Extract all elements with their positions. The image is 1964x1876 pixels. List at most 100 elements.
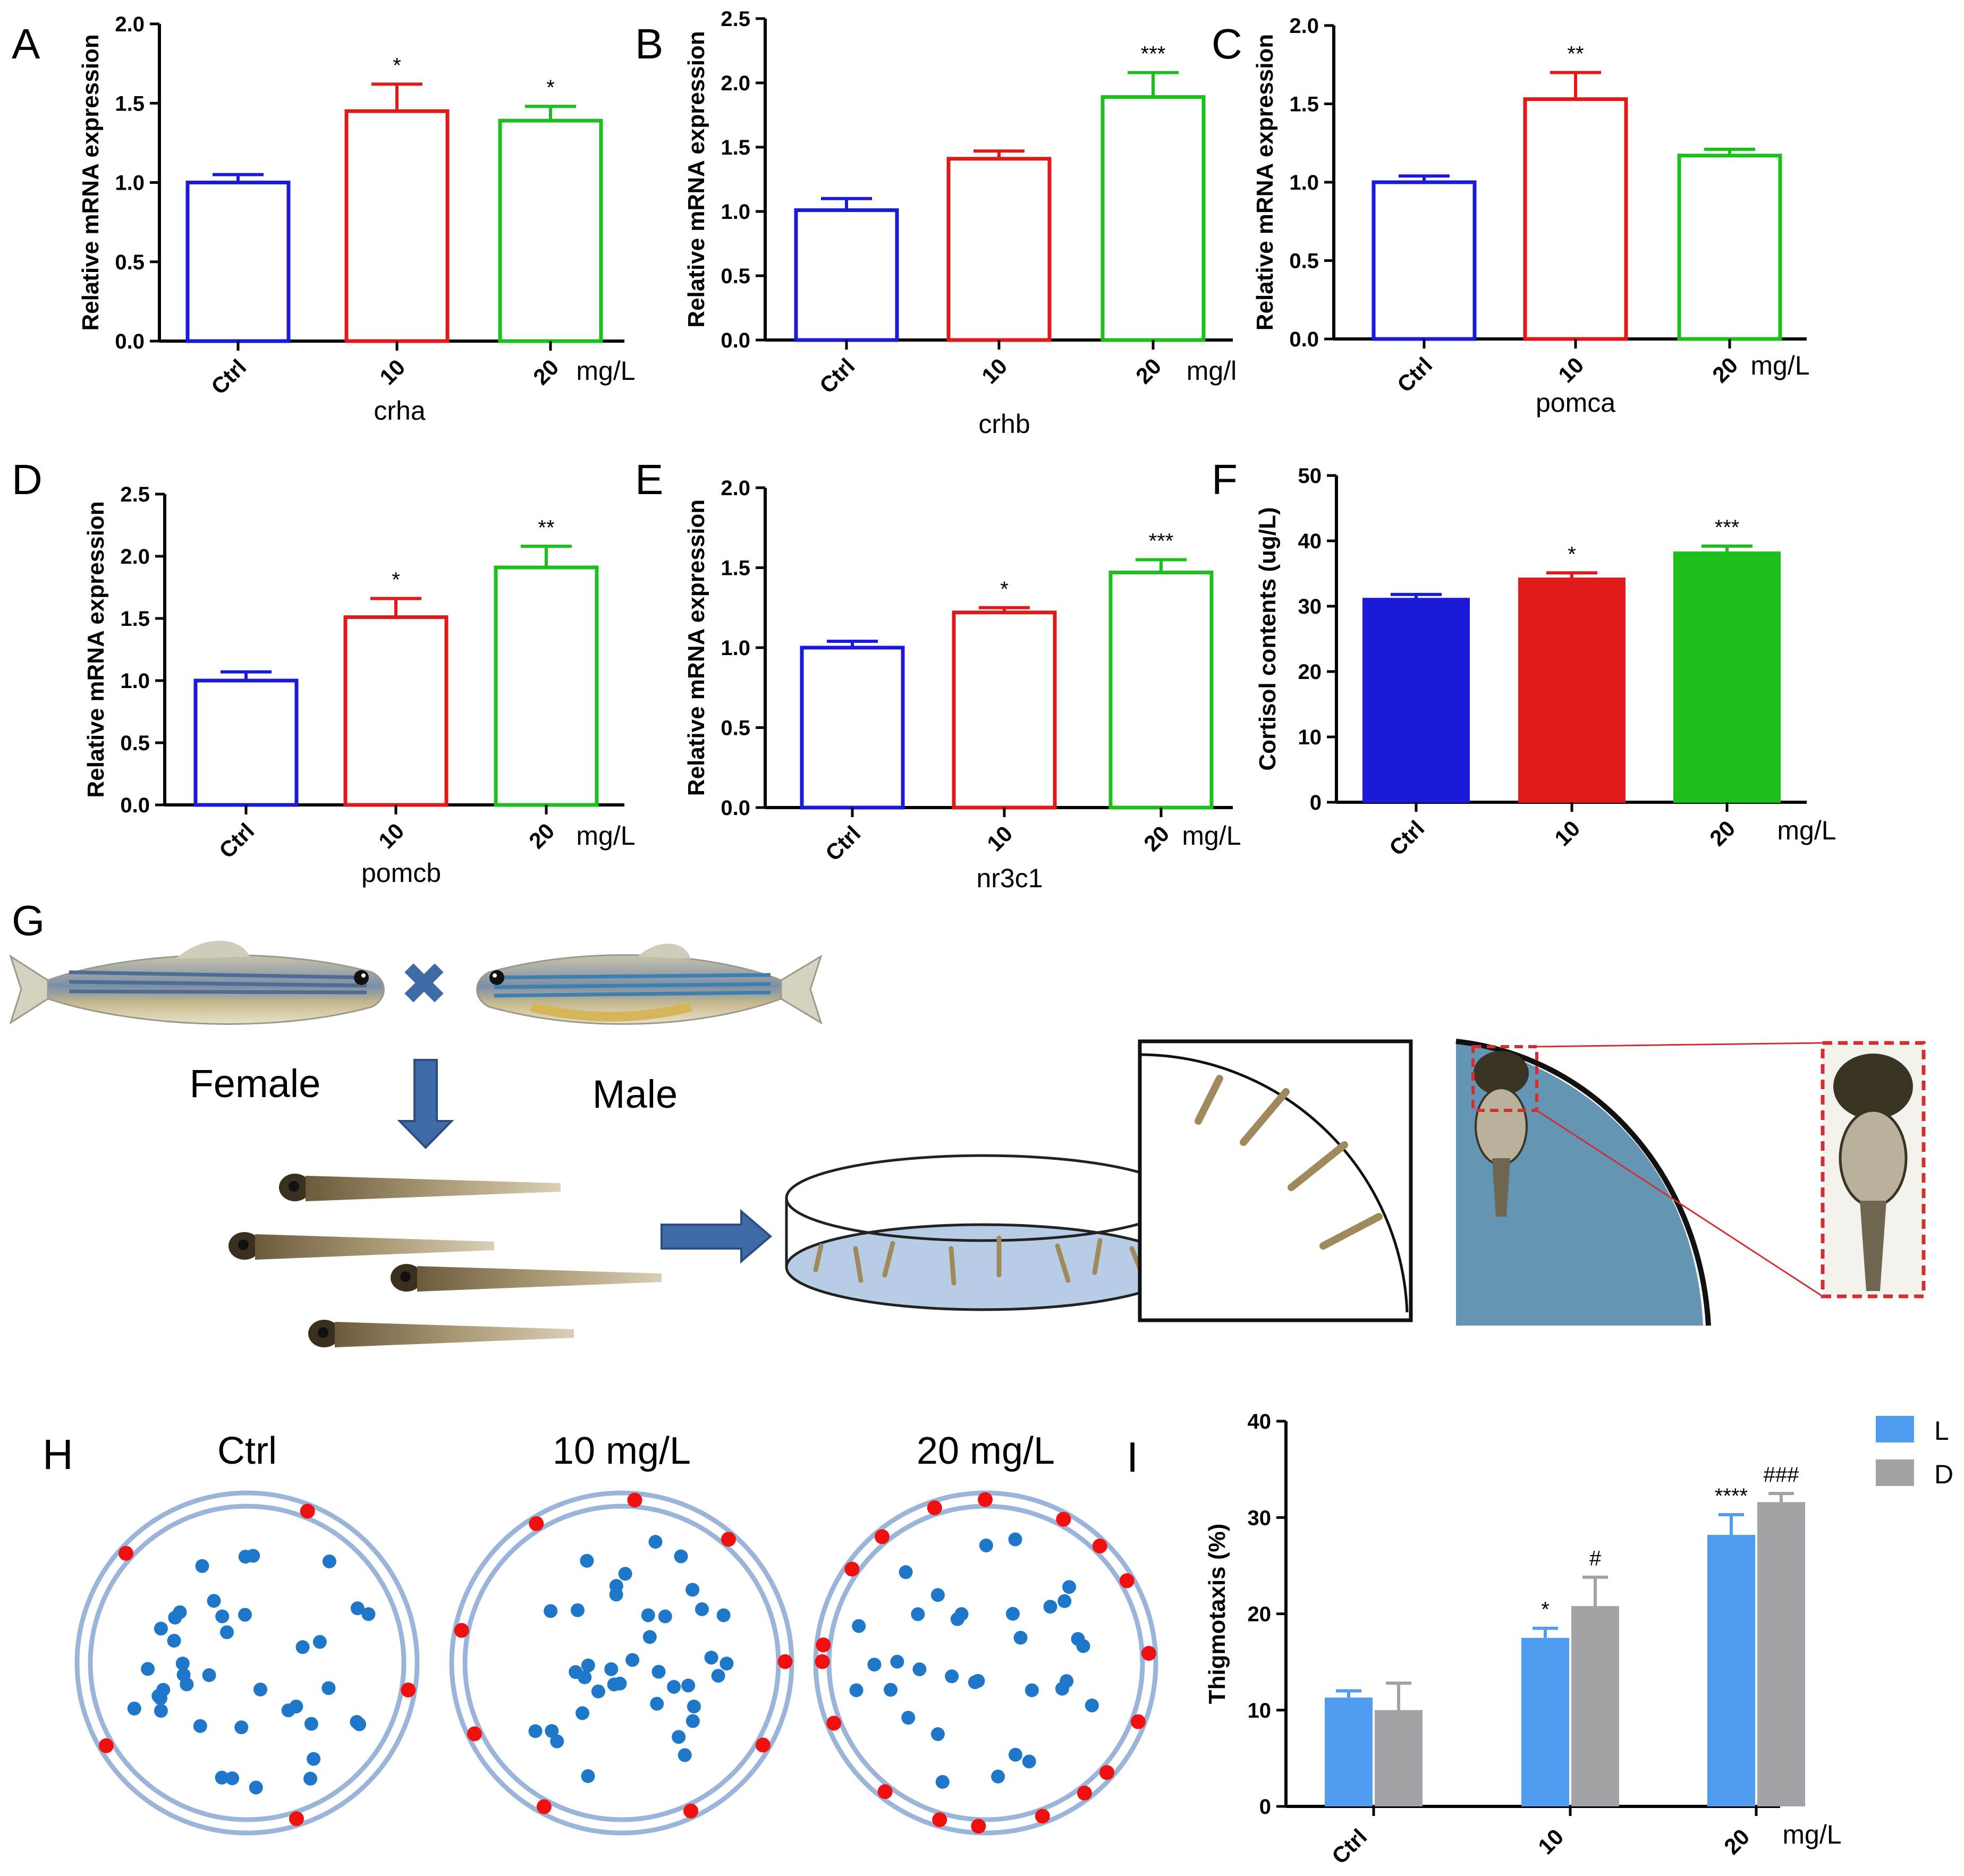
larva-position-center <box>648 1534 663 1549</box>
larva-position-edge <box>289 1811 304 1827</box>
y-tick-label: 2.0 <box>721 72 750 95</box>
panel-label-c: C <box>1212 20 1242 67</box>
gene-label: crhb <box>978 409 1030 439</box>
larva-position-center <box>581 1658 595 1673</box>
significance-label: * <box>1000 578 1009 601</box>
larva-position-center <box>154 1622 168 1636</box>
larva-position-center <box>1085 1698 1099 1712</box>
dish-title-ctrl: Ctrl <box>217 1430 277 1472</box>
larva-position-center <box>849 1683 864 1697</box>
bar-10 <box>344 109 450 343</box>
y-axis-label: Relative mRNA expression <box>78 34 104 330</box>
y-tick-label: 0.0 <box>721 329 750 352</box>
larva-position-center <box>544 1604 558 1618</box>
y-tick-label: 10 <box>1248 1699 1272 1722</box>
dish-title-20mg: 20 mg/L <box>917 1430 1055 1472</box>
y-tick-label: 0 <box>1310 791 1322 814</box>
significance-label: * <box>393 54 401 77</box>
x-tick-label: 10 <box>982 821 1017 856</box>
larva-position-center <box>195 1559 209 1573</box>
larva-position-center <box>141 1662 155 1676</box>
y-tick-label: 30 <box>1298 595 1322 618</box>
panel-label-h: H <box>43 1431 73 1478</box>
y-axis-label: Relative mRNA expression <box>683 31 709 327</box>
unit-label: mg/L <box>576 356 635 386</box>
larva-position-edge <box>467 1726 482 1742</box>
panel-a: A 0.0 0.5 1.0 1.5 2.0 Relative mRNA expression… <box>12 13 636 426</box>
panel-b: B 0.0 0.5 1.0 1.5 2.0 2.5 Relative mRNA express… <box>635 7 1237 439</box>
larva-position-center <box>1071 1632 1085 1646</box>
y-tick-label: 2.5 <box>721 7 750 31</box>
larva-position-edge <box>401 1682 416 1697</box>
larva-position-center <box>1043 1600 1057 1614</box>
larva-position-center <box>193 1719 207 1733</box>
x-tick-label: Ctrl <box>1384 816 1429 860</box>
larva-position-edge <box>978 1492 993 1507</box>
larva-position-center <box>304 1717 318 1731</box>
larva-position-center <box>580 1554 594 1568</box>
y-tick-label: 2.5 <box>120 483 150 506</box>
x-tick-label: 10 <box>375 354 410 389</box>
y-tick-label: 0.5 <box>721 265 750 288</box>
larva-position-center <box>685 1583 700 1597</box>
larva-position-edge <box>300 1504 315 1519</box>
y-axis-label: Thigmotaxis (%) <box>1204 1524 1230 1704</box>
significance-label: ** <box>538 516 554 539</box>
y-axis-label: Relative mRNA expression <box>83 501 109 797</box>
y-tick-label: 10 <box>1298 726 1322 749</box>
y-axis-label: Relative mRNA expression <box>683 499 709 796</box>
larva-position-center <box>1008 1747 1022 1762</box>
significance-label: *** <box>1141 43 1166 66</box>
zoom-quadrant-image <box>1138 1039 1413 1322</box>
x-tick-label: 20 <box>1139 821 1174 856</box>
x-tick-label: 20 <box>528 354 563 389</box>
panel-label-i: I <box>1127 1433 1138 1481</box>
panel-label-d: D <box>12 456 43 503</box>
larva-position-center <box>175 1657 190 1671</box>
unit-label: mg/L <box>1782 1820 1841 1849</box>
larva-position-center <box>650 1696 664 1711</box>
y-tick-label: 20 <box>1248 1603 1272 1626</box>
larva-position-center <box>303 1771 318 1786</box>
larva-position-center <box>215 1770 229 1785</box>
gene-label: pomca <box>1536 388 1615 418</box>
y-tick-label: 1.5 <box>115 92 145 115</box>
larva-position-center <box>685 1714 700 1728</box>
larva-position-center <box>604 1662 619 1676</box>
panel-h: H Ctrl 10 mg/L 20 mg/L <box>43 1430 1158 1836</box>
larva-position-center <box>1013 1631 1028 1645</box>
larva-position-center <box>215 1609 230 1624</box>
panel-c: C 0.0 0.5 1.0 1.5 2.0 Relative mRNA expression… <box>1212 14 1810 418</box>
larva-position-edge <box>971 1819 986 1834</box>
larva-position-center <box>581 1769 595 1784</box>
larva-position-center <box>930 1727 945 1742</box>
larva-position-center <box>312 1635 327 1649</box>
larva-position-center <box>154 1704 168 1718</box>
significance-label: ### <box>1764 1463 1799 1487</box>
y-tick-label: 0.5 <box>120 732 150 755</box>
larva-position-edge <box>1056 1512 1071 1527</box>
blue-quadrant-image <box>1455 1039 1823 1326</box>
y-tick-label: 2.0 <box>721 477 750 500</box>
y-tick-label: 40 <box>1248 1410 1272 1433</box>
larva-position-center <box>591 1684 605 1699</box>
bar-ctrl <box>185 181 291 343</box>
larva-position-center <box>911 1607 925 1622</box>
x-tick-label: 10 <box>374 818 409 853</box>
dish-3 <box>813 1490 1158 1836</box>
bar-d-ctrl <box>1375 1710 1423 1806</box>
gene-label: pomcb <box>361 858 441 888</box>
significance-label: ** <box>1567 43 1584 66</box>
larva-position-center <box>307 1752 321 1766</box>
larvae-image <box>228 1174 662 1347</box>
panel-i: I 0 10 20 30 40 Thigmotaxis (%) Ctrl * #10 **** ###… <box>1127 1410 1953 1869</box>
female-fish-image <box>9 940 385 1025</box>
significance-label: * <box>1541 1598 1550 1622</box>
dish-outer-ring <box>449 1490 794 1836</box>
y-tick-label: 1.5 <box>721 557 750 580</box>
bar-20 <box>1673 551 1781 803</box>
larva-position-edge <box>98 1738 114 1753</box>
bar-d-10 <box>1571 1606 1619 1806</box>
larva-position-center <box>711 1669 725 1683</box>
x-tick-label: 20 <box>1707 352 1742 387</box>
